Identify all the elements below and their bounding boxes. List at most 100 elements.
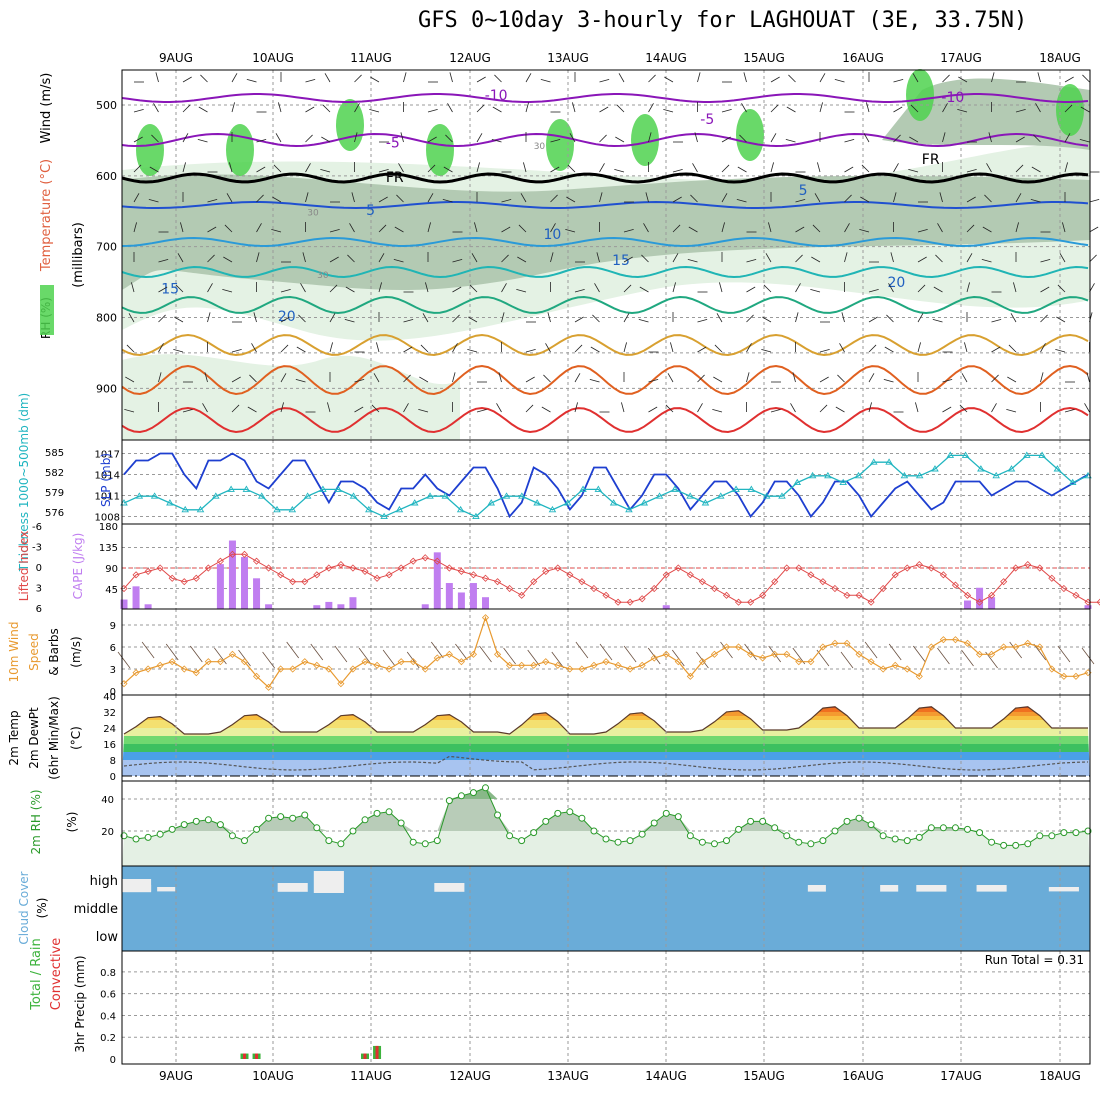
cape-bar [662,605,670,609]
wind-barb [942,406,952,413]
wind-barb [844,139,855,143]
cape-tick-label: 135 [99,543,118,554]
wind-barb [476,162,480,173]
rh-tick-label: 20 [101,827,114,838]
wind-barb [175,284,184,293]
wind-barb [207,283,213,293]
lifted-index-marker [662,571,670,579]
rh-marker [662,809,670,817]
slp-line [123,452,1089,519]
lifted-index-marker [698,578,706,586]
thickness-marker [273,505,281,513]
wind-barb [937,223,943,233]
wind-barb [249,374,257,383]
wind-barb [1015,193,1022,203]
rh-marker [566,808,574,816]
wind-barb [197,139,208,143]
wind-barb [474,222,478,233]
wind-barb [762,316,772,323]
wind-barb [893,134,901,143]
wind-barb [501,226,511,233]
wind-speed-marker [1072,672,1080,680]
wind-barb [721,222,725,233]
thickness-marker [824,471,832,479]
wind-barb [942,379,953,383]
thickness-marker [869,458,878,465]
wind-barb [1037,72,1041,83]
precip-conv-bar [363,1053,367,1059]
rh-marker [927,824,935,832]
rh-marker [783,832,791,840]
cloud-block [880,885,899,892]
cape-axis-label: CAPE (J/kg) [71,533,85,600]
rh2m-units: (%) [65,812,79,833]
lifted-index-marker [1012,564,1020,572]
wind-barb [452,286,462,293]
cloud-level-label: middle [74,902,118,917]
wind-barb-10m [141,641,155,659]
wind-barb [124,409,135,413]
wind-barb [525,73,532,83]
rh-marker [1036,832,1044,840]
wind-barb [819,102,823,113]
wind-barb [721,109,732,113]
rh-marker [759,817,767,825]
wind-barb [501,283,507,293]
wind-barb [746,286,756,293]
wind-barb [1013,282,1017,293]
wind-barb [932,319,943,323]
lifted-index-line [123,553,1100,603]
wind-barb [743,72,747,83]
cape-bar [421,604,429,609]
wind-barb [550,223,556,233]
wind-barb [298,314,306,323]
cape-bar [241,557,248,609]
wind-barb [1064,162,1068,173]
wind-barb [354,379,365,383]
rh-marker [156,830,164,838]
wind-barb [133,193,140,203]
wind-barb-10m [189,645,203,663]
lifted-index-marker [855,591,863,599]
wind-barb [912,73,919,83]
wind-barb [345,286,355,293]
rh-marker [216,821,224,829]
lifted-index-marker [819,578,827,586]
wind-barb [884,346,894,353]
wind-barb [883,379,894,383]
wind-barb [958,76,968,83]
wind-speed-marker [903,665,911,673]
slp-axis-label: SLP (mb) [99,453,113,507]
cloud-block [313,871,344,893]
rh2m-axis-label: 2m RH (%) [29,789,43,854]
wind-axis-full: 10m Wind Speed (m/s) & Barbs [0,0,16,1]
wind-barb [305,192,309,203]
wind-speed-marker [855,650,863,658]
wind-barb [516,289,527,293]
wind-barb [133,164,142,173]
wind-barb [420,344,429,353]
wind-barb [599,106,609,113]
wind-barb [153,103,159,113]
wind-barb [1040,372,1044,383]
wind-speed-marker [783,650,791,658]
wind-speed-marker [747,650,755,658]
wind-barb [425,282,429,293]
wind-speed-marker [337,680,345,688]
lifted-index-marker [457,567,465,575]
lifted-index-marker [132,571,140,579]
lifted-index-marker [638,595,646,603]
wind-barb [280,316,290,323]
rh-shading-dark [631,114,659,166]
lifted-index-marker [710,584,719,593]
wind-barb [690,194,698,203]
isotherm-freezing [121,172,1089,184]
thickness-marker [609,499,618,506]
temp-tick-label: 0 [110,772,116,783]
rh-marker [180,821,188,829]
cape-bar [337,604,345,609]
chart-title: GFS 0~10day 3-hourly for LAGHOUAT (3E, 3… [418,8,1028,33]
wind-barb [177,253,184,263]
wind-barb [667,373,674,383]
wind-barb [933,286,943,293]
